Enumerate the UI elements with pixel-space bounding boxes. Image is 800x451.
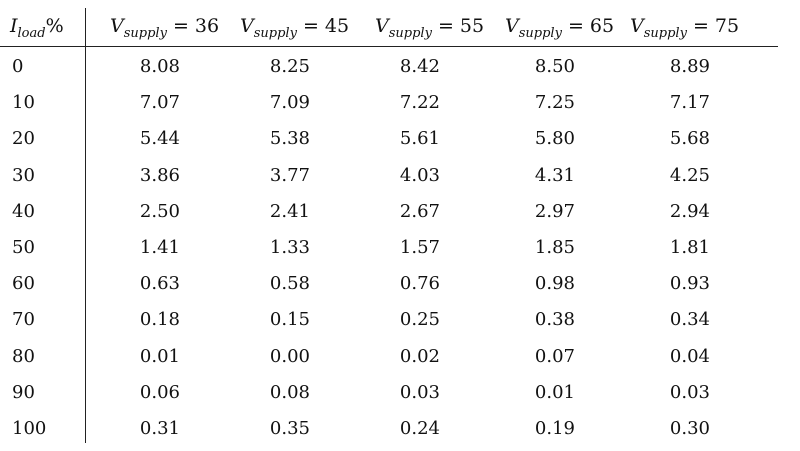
table-cell: 8.89 [669,56,710,77]
table-cell: 4.03 [399,164,440,186]
table-cell: 8.08 [139,56,180,77]
table-cell: 0.01 [139,345,180,367]
table-cell: 5.61 [399,128,440,150]
table-cell: 0.93 [669,273,710,295]
table-cell: 0.04 [669,345,710,367]
table-cell: 2.41 [269,200,310,222]
header-supply-55: Vsupply = 55 [375,8,500,44]
table-cell: 0.02 [399,345,440,367]
table-cell: 8.42 [399,56,440,77]
header-supply-45: Vsupply = 45 [240,8,365,44]
header-rest: = 65 [561,15,615,37]
table-cell: 0.76 [399,273,440,295]
row-load-label: 30 [12,164,35,186]
header-rest: = 55 [431,15,485,37]
table-cell: 7.07 [139,92,180,114]
header-divider [0,46,778,47]
table-cell: 1.33 [269,237,310,258]
header-var: V [110,15,124,37]
table-cell: 5.80 [534,128,575,150]
table-cell: 1.41 [139,237,180,258]
row-load-label: 40 [12,200,35,222]
table-cell: 7.09 [269,92,310,114]
table-cell: 8.50 [534,56,575,77]
header-supply-36: Vsupply = 36 [110,8,240,44]
table-cell: 7.25 [534,92,575,114]
table-cell: 8.25 [269,56,310,77]
table-cell: 0.24 [399,418,440,439]
table-cell: 5.68 [669,128,710,150]
header-load-var: I [10,15,18,37]
table-cell: 0.38 [534,309,575,331]
header-supply-65: Vsupply = 65 [505,8,630,44]
header-load-sub: load [17,26,46,41]
table-cell: 0.06 [139,381,180,403]
header-load: Iload% [10,8,80,44]
table-cell: 2.67 [399,200,440,222]
header-sub: supply [123,26,167,41]
header-sub: supply [643,26,687,41]
table-cell: 0.07 [534,345,575,367]
header-var: V [375,15,389,37]
row-load-label: 20 [12,128,35,150]
table-cell: 0.03 [399,381,440,403]
table-cell: 5.44 [139,128,180,150]
header-var: V [240,15,254,37]
table-cell: 4.25 [669,164,710,186]
table-cell: 0.58 [269,273,310,295]
row-load-label: 70 [12,309,35,331]
table-cell: 3.77 [269,164,310,186]
row-load-label: 80 [12,345,35,367]
table-cell: 0.18 [139,309,180,331]
table-cell: 0.25 [399,309,440,331]
table-cell: 2.97 [534,200,575,222]
table-cell: 1.85 [534,237,575,258]
header-var: V [630,15,644,37]
table-cell: 0.35 [269,418,310,439]
table-cell: 0.98 [534,273,575,295]
row-load-label: 0 [12,56,24,77]
table-cell: 5.38 [269,128,310,150]
row-load-label: 50 [12,237,35,258]
table-cell: 3.86 [139,164,180,186]
table-cell: 0.03 [669,381,710,403]
table-cell: 0.08 [269,381,310,403]
header-supply-75: Vsupply = 75 [630,8,760,44]
header-sub: supply [253,26,297,41]
header-load-rest: % [45,15,64,37]
header-sub: supply [388,26,432,41]
table-cell: 0.15 [269,309,310,331]
table-cell: 7.17 [669,92,710,114]
header-rest: = 45 [296,15,350,37]
table-cell: 0.01 [534,381,575,403]
header-rest: = 36 [166,15,220,37]
table-cell: 0.31 [139,418,180,439]
vertical-divider [85,8,86,443]
table-cell: 2.94 [669,200,710,222]
row-load-label: 100 [12,418,47,439]
table-cell: 0.34 [669,309,710,331]
row-load-label: 10 [12,92,35,114]
table-cell: 4.31 [534,164,575,186]
header-sub: supply [518,26,562,41]
table-cell: 0.30 [669,418,710,439]
table-cell: 0.19 [534,418,575,439]
header-var: V [505,15,519,37]
table-cell: 7.22 [399,92,440,114]
table-cell: 1.57 [399,237,440,258]
table-cell: 1.81 [669,237,710,258]
table-cell: 0.00 [269,345,310,367]
table-cell: 0.63 [139,273,180,295]
table-cell: 2.50 [139,200,180,222]
row-load-label: 90 [12,381,35,403]
row-load-label: 60 [12,273,35,295]
header-rest: = 75 [686,15,740,37]
